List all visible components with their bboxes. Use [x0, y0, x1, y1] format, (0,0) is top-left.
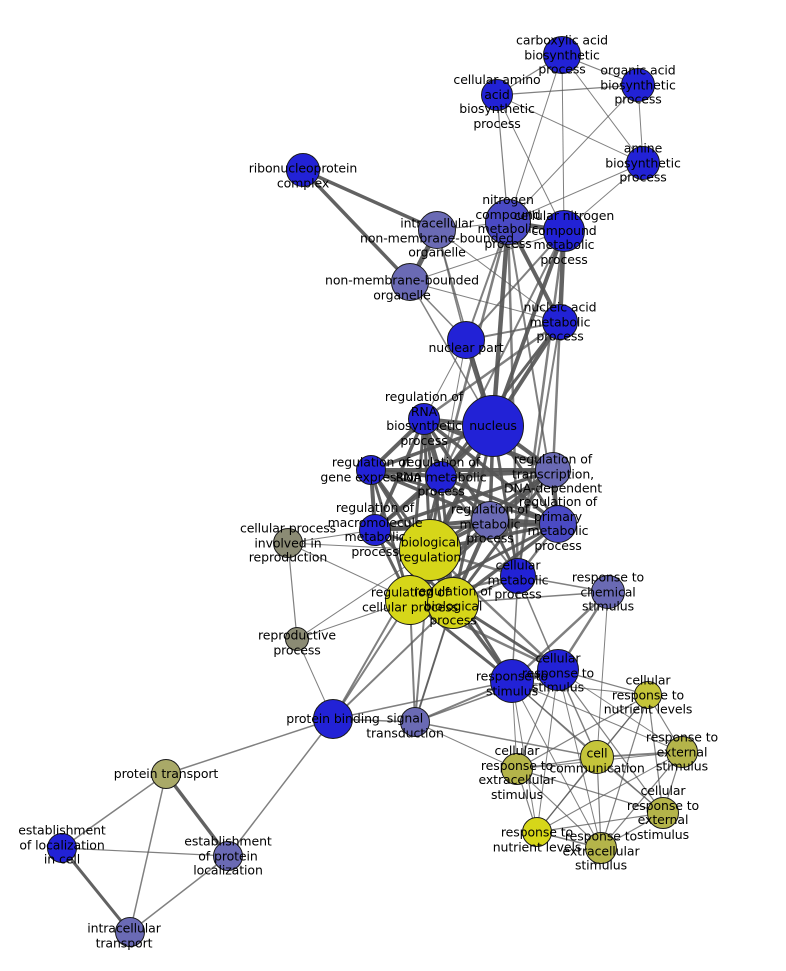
graph-node-amine-biosynthetic-process[interactable] [626, 146, 660, 180]
graph-node-carboxylic-acid-biosynthetic-process[interactable] [543, 36, 581, 74]
graph-edge [516, 230, 566, 577]
graph-edge [61, 847, 229, 857]
graph-node-cellular-response-to-external-stimulus[interactable] [647, 797, 679, 829]
graph-edge [561, 54, 565, 232]
graph-node-cellular-response-to-nutrient-levels[interactable] [634, 681, 662, 709]
graph-node-regulation-of-gene-expression[interactable] [356, 455, 386, 485]
graph-edge [516, 694, 649, 770]
graph-node-establishment-of-protein-localization[interactable] [213, 841, 243, 871]
graph-edge [516, 768, 602, 849]
graph-edge [596, 591, 609, 758]
graph-node-regulation-of-biological-process[interactable] [427, 577, 479, 629]
graph-edge [496, 84, 639, 96]
graph-edge [374, 468, 554, 532]
graph-node-biological-regulation[interactable] [399, 519, 461, 581]
graph-node-non-membrane-bounded-organelle[interactable] [391, 263, 429, 301]
graph-node-reproductive-process[interactable] [285, 627, 309, 651]
graph-node-cellular-nitrogen-compound-metabolic-process[interactable] [543, 210, 585, 252]
graph-node-cellular-metabolic-process[interactable] [500, 558, 536, 594]
graph-edge [414, 721, 518, 770]
graph-edge [287, 542, 298, 640]
graph-node-cellular-response-to-stimulus[interactable] [537, 649, 579, 691]
graph-node-response-to-chemical-stimulus[interactable] [591, 575, 625, 609]
graph-node-cell-communication[interactable] [580, 740, 614, 774]
graph-edge [423, 320, 561, 421]
graph-node-response-to-extracellular-stimulus[interactable] [585, 832, 617, 864]
graph-node-intracellular-non-membrane-bounded-organelle[interactable] [418, 211, 456, 249]
graph-edge [536, 812, 664, 833]
graph-edge [557, 669, 602, 849]
graph-edge [370, 468, 491, 522]
graph-edge [414, 721, 598, 758]
graph-node-regulation-of-rna-biosynthetic-process[interactable] [408, 403, 440, 435]
graph-edge [60, 847, 132, 933]
graph-edge [129, 773, 167, 933]
graph-node-protein-binding[interactable] [313, 699, 353, 739]
graph-edge [436, 229, 561, 323]
graph-node-cellular-amino-acid-biosynthetic-process[interactable] [481, 79, 513, 111]
graph-node-regulation-of-transcription-dna-dependent[interactable] [535, 452, 571, 488]
graph-edge [302, 168, 438, 232]
graph-edge [600, 694, 649, 849]
graph-node-protein-transport[interactable] [151, 759, 181, 789]
graph-node-nucleus[interactable] [462, 395, 524, 457]
graph-node-establishment-of-localization-in-cell[interactable] [47, 833, 77, 863]
graph-node-regulation-of-primary-metabolic-process[interactable] [539, 505, 577, 543]
graph-node-nitrogen-compound-metabolic-process[interactable] [485, 199, 531, 245]
graph-node-intracellular-transport[interactable] [115, 917, 145, 947]
graph-edge [332, 602, 454, 720]
graph-edge [301, 168, 412, 284]
graph-node-cellular-response-to-extracellular-stimulus[interactable] [501, 753, 533, 785]
graph-node-response-to-external-stimulus[interactable] [666, 736, 698, 768]
graph-node-organic-acid-biosynthetic-process[interactable] [621, 68, 655, 102]
graph-node-response-to-nutrient-levels[interactable] [522, 817, 552, 847]
graph-node-regulation-of-metabolic-process[interactable] [471, 501, 509, 539]
graph-edge [465, 230, 565, 341]
graph-edge [600, 751, 683, 849]
graph-node-ribonucleoprotein-complex[interactable] [286, 153, 320, 187]
graph-node-nuclear-part[interactable] [447, 321, 485, 359]
graph-node-cellular-process-involved-in-reproduction[interactable] [273, 528, 303, 558]
graph-edge [516, 768, 664, 814]
graph-edge [165, 718, 334, 775]
graph-edge [496, 94, 644, 164]
graph-edge [507, 162, 644, 223]
graph-edge [517, 321, 561, 577]
graph-edge [561, 54, 644, 164]
graph-edge [536, 669, 559, 833]
graph-node-regulation-of-rna-metabolic-process[interactable] [425, 461, 457, 493]
graph-edge [164, 772, 230, 858]
graph-edge [129, 855, 229, 933]
graph-edge [370, 468, 559, 526]
graph-edge [61, 773, 167, 849]
graph-edge [536, 751, 683, 833]
graph-edge [490, 221, 511, 427]
graph-node-signal-transduction[interactable] [400, 707, 430, 737]
graph-edge [227, 718, 334, 857]
graph-edge [551, 321, 562, 471]
graph-edge [496, 94, 565, 232]
graph-edge [507, 54, 563, 223]
graph-edge [507, 84, 639, 223]
graph-edge [414, 669, 559, 723]
graph-edge [511, 680, 649, 696]
graph-edge [440, 475, 559, 526]
graph-node-regulation-of-macromolecule-metabolic-process[interactable] [359, 514, 391, 546]
graph-node-nucleic-acid-metabolic-process[interactable] [542, 304, 578, 340]
graph-edge [409, 230, 565, 283]
graph-edge [409, 281, 561, 323]
graph-node-response-to-stimulus[interactable] [490, 659, 534, 703]
